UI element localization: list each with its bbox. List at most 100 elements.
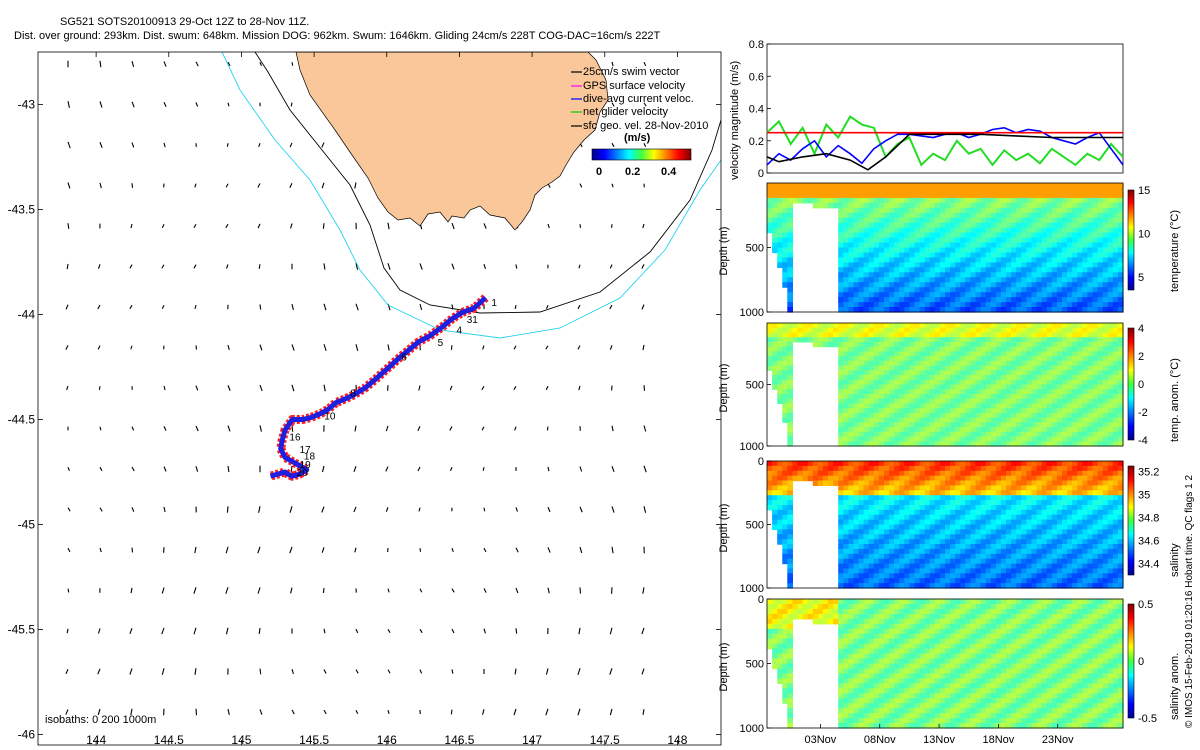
salinity-cell <box>934 578 941 584</box>
temperature-cell <box>924 287 931 293</box>
salinity-cell <box>1051 548 1058 555</box>
temperature-cell <box>863 202 870 209</box>
temp-anomaly-cell <box>1102 337 1109 343</box>
temp-anomaly-cell <box>1107 370 1114 376</box>
temperature-cell <box>1056 282 1063 288</box>
temperature-cell <box>1031 183 1038 189</box>
temperature-cell <box>889 242 895 249</box>
salinity-cell <box>894 524 900 530</box>
temperature-cell <box>899 267 905 273</box>
temp-anomaly-cell <box>863 394 870 400</box>
temperature-cell <box>1006 183 1012 189</box>
salinity-cell <box>1011 524 1017 530</box>
salinity-cell <box>868 509 875 516</box>
salinity-cell <box>828 480 834 486</box>
temperature-cell <box>889 287 895 293</box>
salinity-cell <box>1021 548 1027 555</box>
temperature-cell <box>1087 232 1094 239</box>
salinity-cell <box>934 461 941 467</box>
temp-anomaly-cell <box>873 351 880 357</box>
salinity-cell <box>782 534 788 540</box>
temp-anomaly-cell <box>904 337 910 343</box>
temperature-cell <box>873 247 880 254</box>
salinity-cell <box>904 524 910 530</box>
salinity-cell <box>965 563 971 570</box>
velocity-arrow <box>227 344 230 351</box>
temp-anomaly-cell <box>965 412 971 419</box>
temp-anomaly-cell <box>919 379 926 386</box>
temp-anomaly-cell <box>990 398 997 404</box>
temp-anomaly-cell <box>1031 370 1038 376</box>
salinity-cell <box>990 573 997 579</box>
temperature-cell <box>955 207 961 214</box>
temp-anomaly-cell <box>934 436 941 442</box>
temperature-cell <box>919 297 926 303</box>
temp-anomaly-cell <box>894 360 900 367</box>
temperature-cell <box>767 212 773 219</box>
velocity-arrow <box>353 466 357 472</box>
salinity-cell <box>1026 568 1033 574</box>
salinity-cell <box>904 500 910 506</box>
temperature-cell <box>868 257 875 263</box>
temperature-cell <box>1051 207 1058 214</box>
temp-anomaly-cell <box>894 412 900 419</box>
temp-anomaly-cell <box>1031 351 1038 357</box>
map-y-tick-label: -43 <box>18 98 36 112</box>
temperature-cell <box>990 212 997 219</box>
temp-anomaly-cell <box>822 341 829 348</box>
temperature-cell <box>797 192 804 199</box>
velocity-arrow <box>643 506 647 513</box>
temperature-cell <box>1016 262 1022 268</box>
salinity-cell <box>889 558 895 565</box>
temperature-cell <box>1011 207 1017 214</box>
salinity-cell <box>924 573 931 579</box>
temp-anomaly-cell <box>843 379 849 386</box>
temperature-cell <box>1000 272 1007 278</box>
salinity-cell <box>894 568 900 574</box>
temp-anomaly-cell <box>1031 417 1038 423</box>
temperature-cell <box>914 247 921 254</box>
salinity-cell <box>838 548 844 555</box>
salinity-cell <box>980 548 987 555</box>
temp-anomaly-cell <box>787 427 793 433</box>
temperature-cell <box>960 192 966 199</box>
temperature-cell <box>1016 282 1022 288</box>
temperature-cell <box>884 297 890 303</box>
salinity-cell <box>1016 465 1022 472</box>
salinity-cell <box>848 544 855 550</box>
temperature-cell <box>1031 302 1038 308</box>
salinity-cell <box>843 519 849 526</box>
salinity-cell <box>777 509 783 516</box>
temp-anomaly-cell <box>1041 422 1048 428</box>
salinity-cell <box>833 480 839 486</box>
velocity-arrow <box>579 466 583 472</box>
temperature-cell <box>787 197 793 204</box>
salinity-cell <box>1051 509 1058 516</box>
temp-anomaly-cell <box>1016 408 1022 414</box>
temp-anomaly-cell <box>853 360 860 367</box>
salinity-cell <box>945 563 951 570</box>
temp-anomaly-cell <box>975 441 982 447</box>
temp-anomaly-cell <box>1087 384 1094 390</box>
temperature-cell <box>1006 237 1012 244</box>
temp-anomaly-cell <box>909 384 916 390</box>
temperature-cell <box>1082 227 1088 234</box>
salinity-cell <box>965 544 971 550</box>
salinity-cell <box>782 524 788 530</box>
temperature-cell <box>853 302 860 308</box>
temperature-cell <box>965 252 971 259</box>
temperature-cell <box>1072 262 1078 268</box>
temperature-cell <box>955 183 961 189</box>
temperature-cell <box>995 222 1002 229</box>
temp-anomaly-cell <box>838 431 844 438</box>
salinity-cell <box>1072 480 1078 486</box>
temperature-cell <box>838 227 844 234</box>
temperature-cell <box>812 188 819 194</box>
temp-anomaly-cell <box>980 327 987 333</box>
temp-anomaly-cell <box>1087 422 1094 428</box>
temperature-cell <box>934 247 941 254</box>
temp-anomaly-cell <box>1036 403 1043 409</box>
temp-anomaly-cell <box>1006 436 1012 442</box>
